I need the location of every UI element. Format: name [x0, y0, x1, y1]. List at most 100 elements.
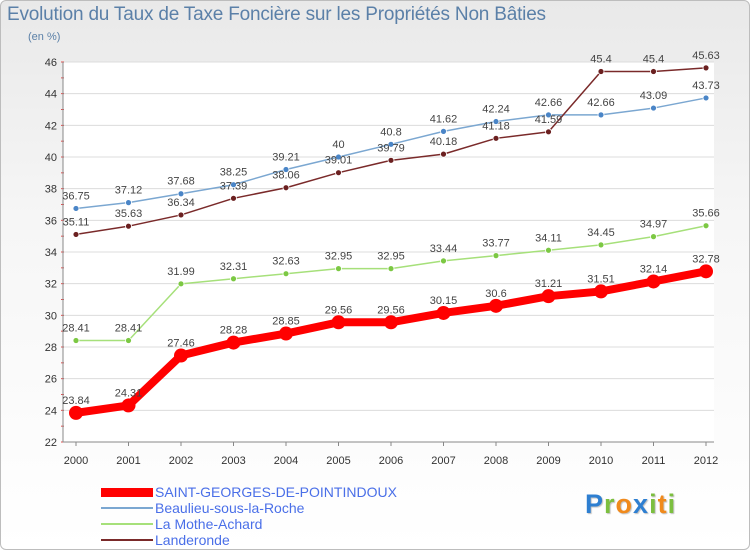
data-point: [72, 337, 80, 344]
data-point: [125, 222, 132, 230]
data-label: 40: [332, 139, 344, 151]
data-point: [72, 231, 80, 238]
data-point: [226, 335, 241, 350]
data-label: 28.41: [115, 323, 143, 335]
legend-swatch: [101, 507, 153, 509]
data-point: [384, 315, 398, 330]
data-label: 31.21: [535, 278, 563, 290]
logo-letter: r: [604, 489, 616, 519]
y-tick-label: 34: [45, 247, 57, 259]
data-label: 39.21: [272, 152, 300, 164]
data-label: 30.6: [485, 288, 506, 300]
data-label: 32.95: [377, 251, 405, 263]
y-tick-label: 46: [45, 57, 57, 69]
data-point: [545, 128, 552, 136]
x-tick-label: 2004: [274, 455, 298, 467]
y-axis-unit: (en %): [28, 31, 61, 43]
data-point: [387, 156, 395, 164]
y-tick-label: 30: [45, 310, 57, 322]
data-point: [335, 153, 342, 161]
data-point: [545, 246, 552, 254]
data-label: 43.73: [692, 80, 720, 92]
y-tick-label: 38: [45, 184, 57, 196]
data-label: 32.95: [325, 251, 353, 263]
data-label: 41.62: [430, 113, 458, 125]
data-point: [440, 127, 447, 135]
data-label: 28.85: [272, 316, 300, 328]
data-point: [387, 140, 395, 148]
y-tick-label: 28: [45, 342, 57, 354]
logo-letter: i: [649, 489, 658, 519]
data-label: 35.63: [115, 208, 143, 220]
data-label: 37.39: [220, 180, 248, 192]
data-point: [492, 134, 500, 142]
legend-label: Landeronde: [155, 532, 230, 548]
data-label: 31.99: [167, 266, 195, 278]
data-label: 32.78: [692, 253, 720, 265]
x-tick-label: 2006: [379, 455, 403, 467]
data-point: [492, 252, 500, 260]
data-point: [702, 94, 710, 102]
data-label: 42.24: [482, 104, 510, 116]
data-point: [650, 233, 657, 241]
y-tick-label: 44: [45, 89, 57, 101]
data-point: [125, 199, 132, 207]
data-label: 29.56: [377, 304, 405, 316]
data-point: [230, 181, 237, 189]
y-tick-label: 32: [45, 279, 57, 291]
logo-letter: P: [585, 489, 605, 519]
data-point: [230, 275, 237, 283]
logo-letter: o: [615, 489, 634, 519]
data-point: [440, 150, 447, 158]
data-point: [387, 265, 395, 273]
x-tick-label: 2003: [221, 455, 245, 467]
data-point: [597, 241, 605, 249]
data-label: 32.63: [272, 256, 300, 268]
data-point: [230, 194, 237, 202]
line-chart: 22 24 26 28 30 32 34 36 38 40 42 44 46 2000 2001 2002 20…: [45, 50, 720, 467]
data-label: 34.97: [640, 219, 668, 231]
data-label: 24.31: [115, 387, 143, 399]
x-tick-label: 2009: [536, 455, 560, 467]
data-label: 32.31: [220, 261, 248, 273]
logo-letter: i: [667, 489, 677, 519]
legend-label: SAINT-GEORGES-DE-POINTINDOUX: [155, 484, 397, 500]
data-point: [174, 348, 188, 363]
data-point: [436, 305, 451, 320]
data-point: [597, 68, 605, 75]
data-point: [282, 270, 290, 278]
data-label: 28.28: [220, 325, 248, 337]
data-point: [646, 274, 661, 289]
data-point: [279, 326, 293, 341]
data-label: 35.66: [692, 208, 720, 220]
y-tick-label: 40: [45, 152, 57, 164]
legend-label: La Mothe-Achard: [155, 516, 263, 532]
x-tick-label: 2007: [431, 455, 455, 467]
data-point: [650, 104, 657, 112]
data-label: 40.18: [430, 136, 458, 148]
data-label: 43.09: [640, 90, 668, 102]
x-tick-label: 2005: [326, 455, 350, 467]
data-label: 28.41: [62, 323, 90, 335]
data-label: 41.59: [535, 114, 563, 126]
data-label: 40.8: [380, 126, 401, 138]
y-tick-label: 36: [45, 215, 57, 227]
data-label: 33.44: [430, 243, 458, 255]
data-label: 37.12: [115, 185, 143, 197]
x-tick-label: 2010: [589, 455, 613, 467]
x-tick-label: 2012: [694, 455, 718, 467]
data-label: 38.06: [272, 170, 300, 182]
data-label: 32.14: [640, 263, 668, 275]
data-label: 42.66: [535, 97, 563, 109]
legend-swatch: [101, 487, 153, 497]
data-label: 34.11: [535, 232, 562, 244]
data-label: 45.4: [643, 54, 664, 66]
x-tick-label: 2000: [64, 455, 88, 467]
data-label: 45.4: [590, 54, 611, 66]
data-point: [440, 257, 447, 265]
data-point: [702, 64, 710, 72]
y-tick-label: 24: [45, 405, 57, 417]
data-label: 30.15: [430, 295, 458, 307]
data-point: [335, 169, 342, 177]
